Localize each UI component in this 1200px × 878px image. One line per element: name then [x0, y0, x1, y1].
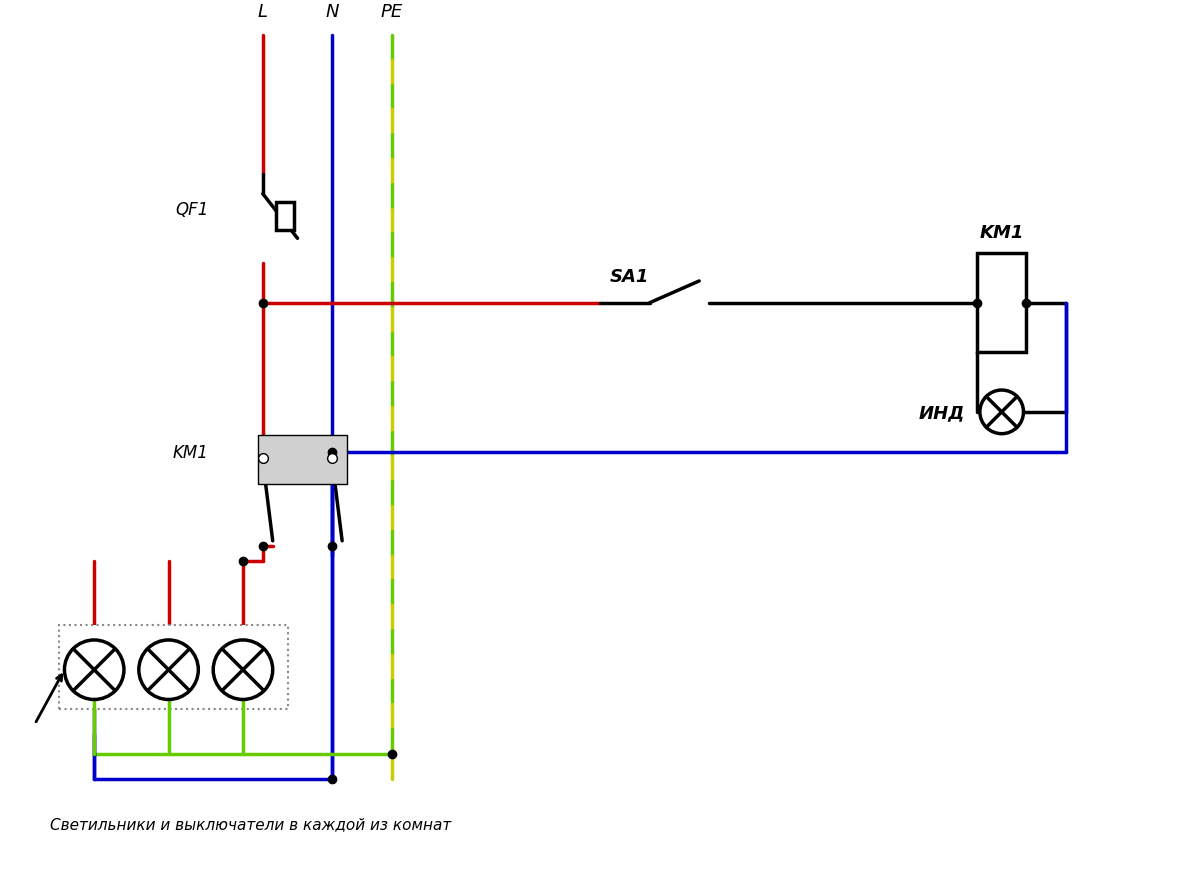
Text: QF1: QF1: [175, 200, 209, 219]
Bar: [977, 254, 1026, 353]
Text: PE: PE: [380, 4, 403, 21]
Bar: [60, 625, 288, 709]
Bar: [258, 435, 347, 485]
Text: SA1: SA1: [610, 268, 649, 285]
Text: ИНД: ИНД: [919, 403, 965, 421]
Text: KM1: KM1: [173, 443, 209, 461]
Text: L: L: [258, 4, 268, 21]
Text: Светильники и выключатели в каждой из комнат: Светильники и выключатели в каждой из ко…: [49, 816, 451, 831]
Text: N: N: [325, 4, 338, 21]
Bar: [276, 203, 294, 231]
Text: KM1: KM1: [979, 224, 1024, 242]
